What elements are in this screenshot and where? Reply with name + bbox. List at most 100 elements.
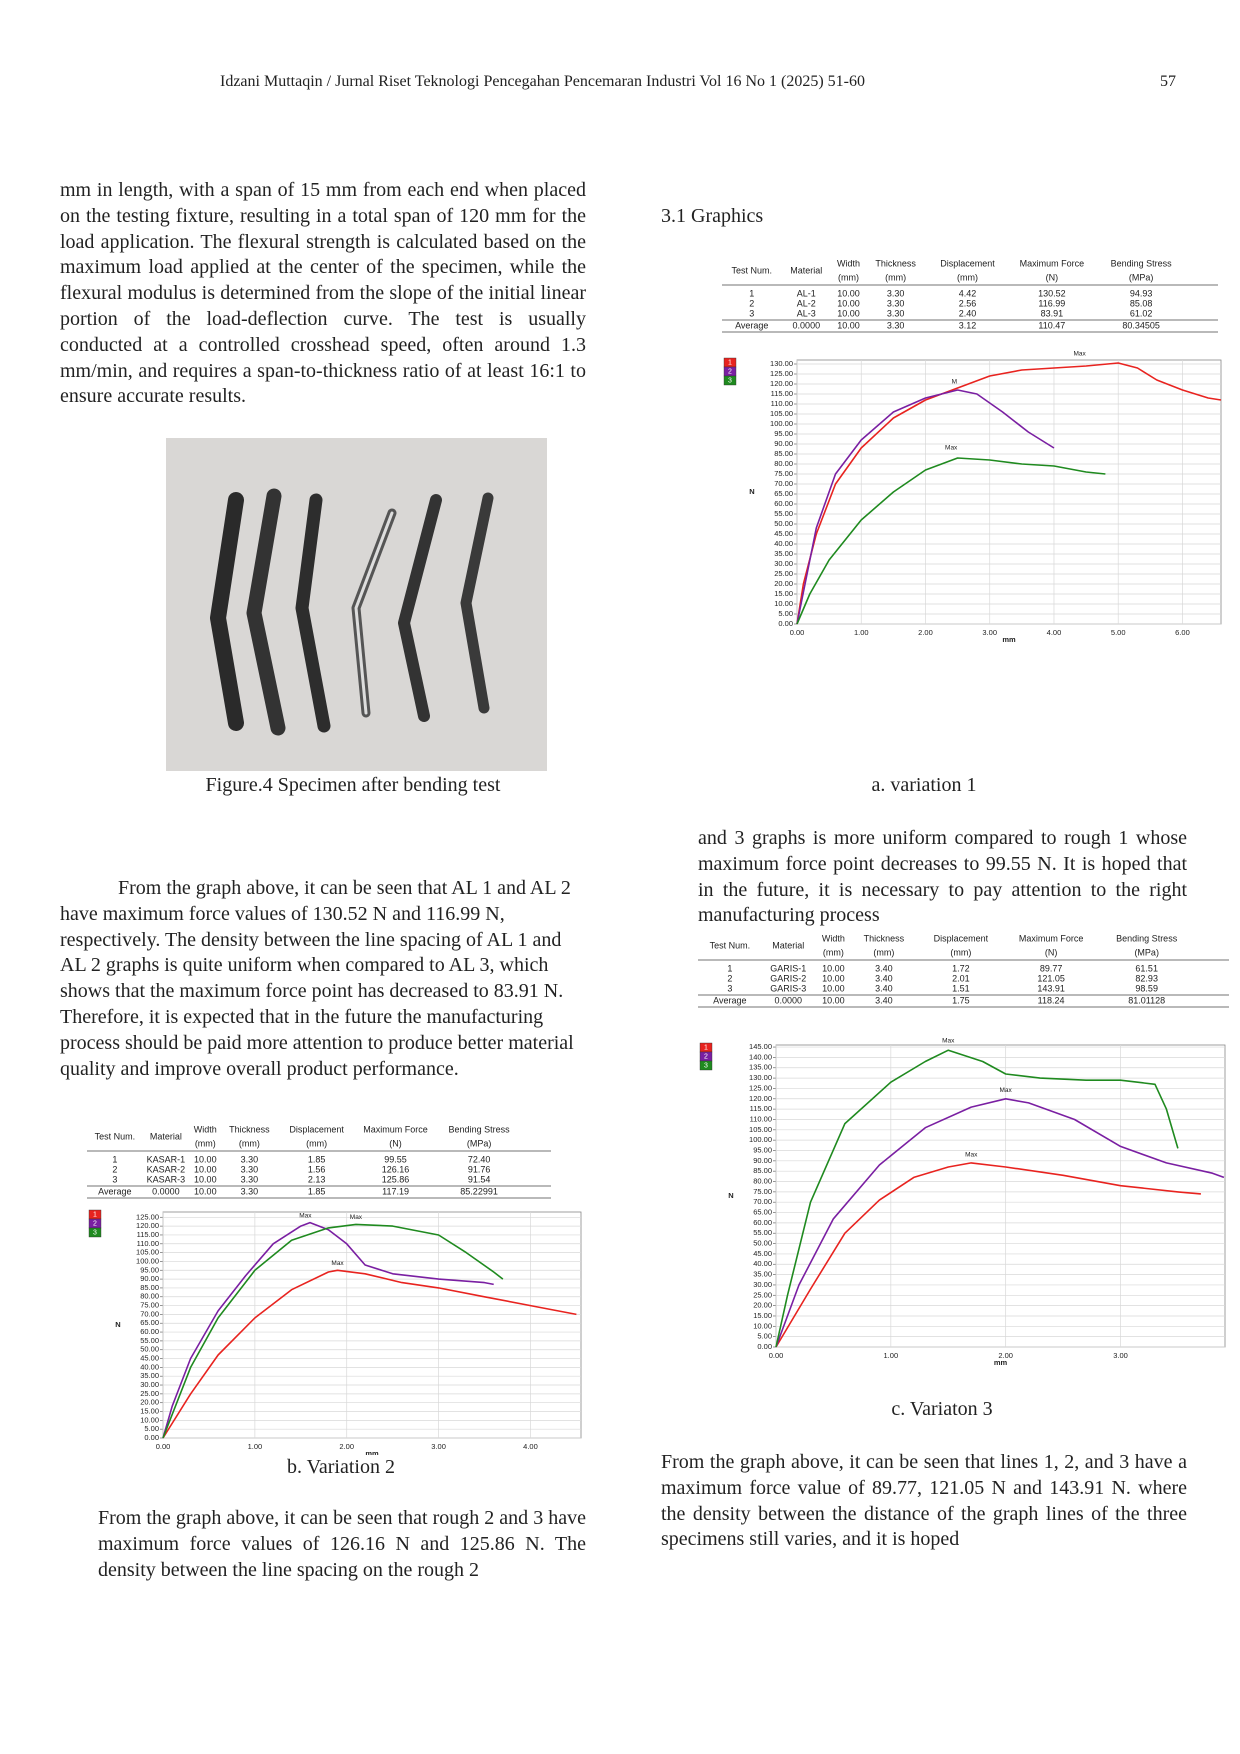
column-header: (mm): [873, 947, 894, 957]
chart-caption: a. variation 1: [871, 774, 977, 796]
table-cell: 61.51: [1135, 963, 1158, 973]
table-cell: 72.40: [468, 1154, 491, 1164]
column-header: Displacement: [940, 258, 995, 268]
y-tick-label: 30.00: [753, 1280, 772, 1289]
x-tick-label: 3.00: [431, 1442, 446, 1451]
table-cell: 82.93: [1135, 973, 1158, 983]
table-cell: 1.75: [952, 995, 970, 1005]
table-cell: 126.16: [382, 1164, 410, 1174]
annotation: Max: [331, 1260, 344, 1267]
table-cell: Average: [735, 320, 768, 330]
y-tick-label: 95.00: [140, 1265, 159, 1274]
y-axis-label: N: [728, 1191, 733, 1200]
table-cell: 0.0000: [775, 995, 803, 1005]
y-tick-label: 70.00: [140, 1309, 159, 1318]
column-header: (N): [1045, 947, 1058, 957]
column-header: Thickness: [875, 258, 916, 268]
legend-swatch: [723, 375, 737, 386]
force-curve: [775, 1098, 1225, 1348]
force-curve: [796, 362, 1222, 625]
annotation: Max: [965, 1151, 978, 1158]
x-tick-label: 3.00: [982, 628, 997, 637]
table-cell: 10.00: [837, 288, 860, 298]
column-header: (mm): [306, 1138, 327, 1148]
y-tick-label: 10.00: [774, 599, 793, 608]
table-cell: 1: [112, 1154, 117, 1164]
chart: 0.005.0010.0015.0020.0025.0030.0035.0040…: [723, 351, 1222, 643]
table-cell: Average: [98, 1186, 131, 1196]
annotation: Max: [945, 445, 958, 452]
x-tick-label: 0.00: [790, 628, 805, 637]
table-cell: 2.56: [959, 298, 977, 308]
column-header: Test Num.: [710, 940, 751, 950]
column-header: (mm): [838, 272, 859, 282]
table-cell: 10.00: [837, 308, 860, 318]
legend-label: 2: [728, 368, 732, 375]
table-cell: 3.30: [241, 1174, 259, 1184]
table-cell: 1.56: [308, 1164, 326, 1174]
legend-label: 1: [93, 1211, 97, 1218]
paragraph: From the graph above, it can be seen tha…: [98, 1507, 586, 1581]
y-tick-label: 35.00: [140, 1371, 159, 1380]
y-tick-label: 125.00: [749, 1083, 772, 1092]
table: Test Num. Material Width (mm) Thickness (mm) D…: [87, 1124, 551, 1199]
y-tick-label: 95.00: [753, 1145, 772, 1154]
y-tick-label: 90.00: [753, 1156, 772, 1165]
table-cell: 1.72: [952, 963, 970, 973]
y-tick-label: 125.00: [770, 369, 793, 378]
column-header: (mm): [195, 1138, 216, 1148]
table-cell: KASAR-1: [147, 1154, 186, 1164]
table-cell: 118.24: [1038, 995, 1065, 1005]
table-cell: 3.40: [875, 995, 893, 1005]
table-cell: 3.30: [241, 1186, 259, 1196]
column-header: (MPa): [1129, 272, 1154, 282]
table-cell: 2: [749, 298, 754, 308]
column-header: Test Num.: [95, 1131, 136, 1141]
column-header: Maximum Force: [1020, 258, 1085, 268]
y-tick-label: 50.00: [140, 1345, 159, 1354]
y-tick-label: 105.00: [136, 1248, 159, 1257]
chart-caption: c. Variaton 3: [891, 1398, 993, 1420]
force-curve: [162, 1269, 577, 1439]
annotation: Max: [1000, 1087, 1013, 1094]
table-cell: GARIS-3: [770, 983, 806, 993]
table: Test Num. Material Width (mm) Thickness (mm) D…: [722, 258, 1218, 333]
y-tick-label: 85.00: [753, 1166, 772, 1175]
force-curve: [162, 1221, 494, 1439]
column-header: Thickness: [229, 1124, 270, 1134]
table-cell: 1.85: [308, 1186, 326, 1196]
y-tick-label: 115.00: [750, 1104, 772, 1113]
y-tick-label: 110.00: [771, 399, 793, 408]
table-cell: 10.00: [194, 1174, 217, 1184]
table-cell: 3.30: [887, 298, 905, 308]
section-heading: 3.1 Graphics: [661, 205, 764, 227]
paragraph: From the graph above, it can be seen tha…: [661, 1451, 1187, 1551]
y-tick-label: 80.00: [753, 1177, 772, 1186]
table-cell: 3.30: [241, 1164, 259, 1174]
table-cell: 3.30: [887, 308, 905, 318]
table-cell: 1: [749, 288, 754, 298]
y-tick-label: 35.00: [753, 1270, 772, 1279]
x-tick-label: 6.00: [1175, 628, 1190, 637]
table-cell: 3: [727, 983, 732, 993]
paragraph: From the graph above, it can be seen tha…: [60, 877, 574, 1080]
force-curve: [796, 389, 1055, 625]
y-tick-label: 100.00: [770, 419, 793, 428]
table-cell: 2.13: [308, 1174, 326, 1184]
table-cell: 10.00: [194, 1164, 217, 1174]
column-header: (N): [1046, 272, 1059, 282]
y-tick-label: 5.00: [778, 609, 793, 618]
y-tick-label: 35.00: [774, 549, 793, 558]
table-cell: 2: [727, 973, 732, 983]
y-tick-label: 20.00: [753, 1301, 772, 1310]
y-tick-label: 120.00: [136, 1221, 159, 1230]
column-header: Displacement: [934, 933, 989, 943]
x-tick-label: 0.00: [769, 1351, 784, 1360]
figure-caption: Figure.4 Specimen after bending test: [205, 774, 501, 796]
x-axis-label: mm: [994, 1358, 1008, 1367]
table-cell: 4.42: [959, 288, 977, 298]
table-cell: 125.86: [382, 1174, 410, 1184]
table-cell: 10.00: [822, 995, 845, 1005]
y-tick-label: 20.00: [774, 579, 793, 588]
